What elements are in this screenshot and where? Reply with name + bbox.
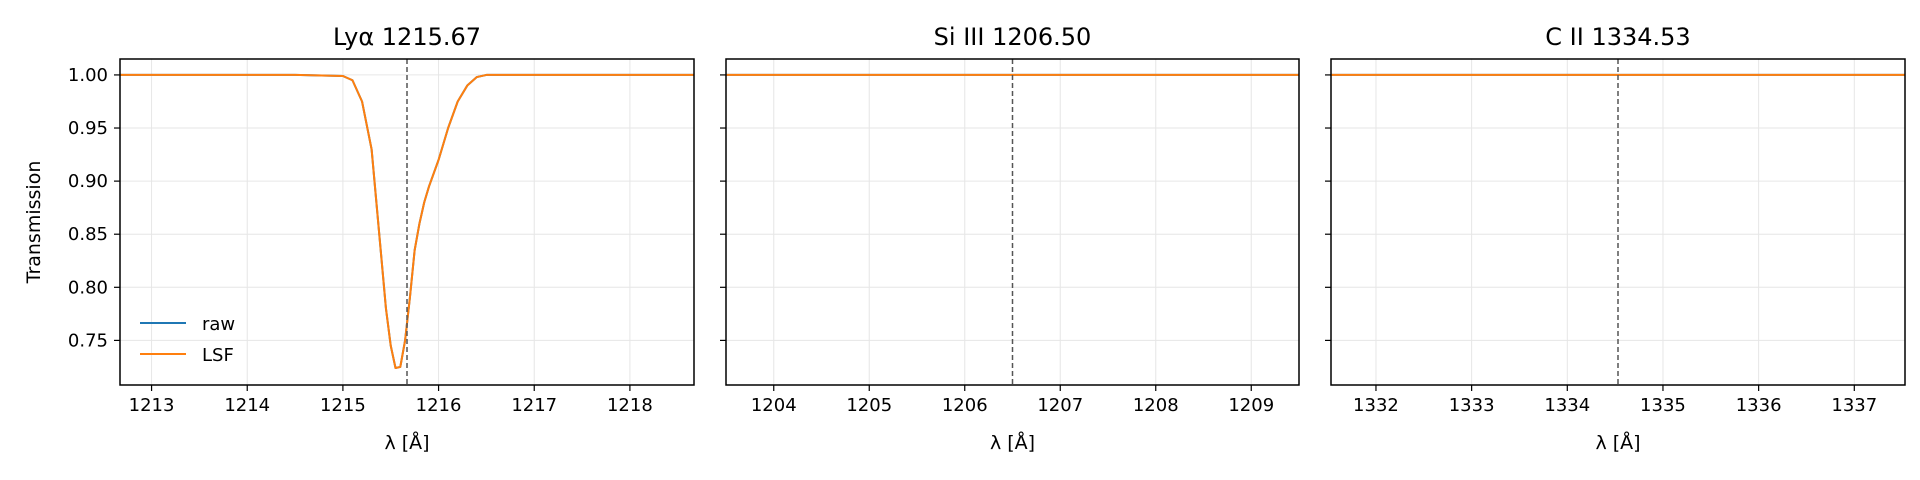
y-tick-label: 0.95	[68, 118, 108, 139]
x-tick-label: 1204	[751, 395, 797, 416]
x-tick-label: 1216	[416, 395, 462, 416]
x-tick-label: 1217	[511, 395, 557, 416]
series-line-lsf	[120, 73, 694, 370]
y-tick-label: 0.90	[68, 171, 108, 192]
x-tick-label: 1213	[129, 395, 175, 416]
plot-frame	[725, 58, 1300, 386]
panel-title: Lyα 1215.67	[333, 23, 481, 51]
y-tick-label: 1.00	[68, 65, 108, 86]
x-tick-label: 1205	[846, 395, 892, 416]
x-tick-label: 1208	[1133, 395, 1179, 416]
x-tick-label: 1337	[1831, 395, 1877, 416]
x-tick-label: 1206	[942, 395, 988, 416]
panel-title: C II 1334.53	[1545, 23, 1690, 51]
x-axis-label: λ [Å]	[990, 431, 1035, 454]
x-tick-label: 1214	[224, 395, 270, 416]
x-tick-label: 1334	[1544, 395, 1590, 416]
panels: 1213 1214 1215 1216 1217 1218 0.75 0.80 0.85 0.90…	[68, 23, 1906, 454]
x-tick-label: 1209	[1228, 395, 1274, 416]
x-tick-label: 1332	[1353, 395, 1399, 416]
y-axis-label: Transmission	[23, 161, 45, 285]
x-tick-label: 1336	[1736, 395, 1782, 416]
panel-2: 1204 1205 1206 1207 1208 1209 Si III 1206.50 λ …	[720, 23, 1300, 454]
panel-3: 1332 1333 1334 1335 1336 1337 C II 1334.53 λ [Å…	[1325, 23, 1906, 454]
plot-frame	[119, 58, 695, 386]
y-tick-label: 0.75	[68, 330, 108, 351]
x-tick-label: 1218	[607, 395, 653, 416]
y-tick-label: 0.85	[68, 224, 108, 245]
panel-title: Si III 1206.50	[934, 23, 1092, 51]
x-tick-label: 1333	[1449, 395, 1495, 416]
y-tick-label: 0.80	[68, 277, 108, 298]
legend-label-lsf: LSF	[202, 345, 234, 366]
plot-frame	[1330, 58, 1906, 386]
legend: raw LSF	[140, 314, 235, 366]
x-tick-label: 1215	[320, 395, 366, 416]
x-tick-label: 1207	[1037, 395, 1083, 416]
x-tick-label: 1335	[1640, 395, 1686, 416]
x-axis-label: λ [Å]	[1595, 431, 1640, 454]
x-axis-label: λ [Å]	[384, 431, 429, 454]
legend-label-raw: raw	[202, 314, 235, 335]
panel-1: 1213 1214 1215 1216 1217 1218 0.75 0.80 0.85 0.90…	[68, 23, 695, 454]
